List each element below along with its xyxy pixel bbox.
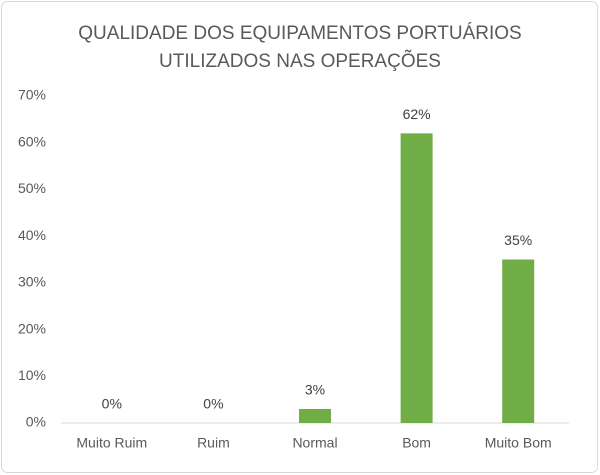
- data-label: 0%: [203, 396, 223, 412]
- x-tick-label: Muito Ruim: [76, 435, 147, 451]
- y-tick-label: 60%: [18, 133, 46, 149]
- x-tick-label: Bom: [402, 435, 431, 451]
- data-label: 3%: [305, 382, 325, 398]
- y-tick-label: 70%: [18, 87, 46, 103]
- y-tick-label: 50%: [18, 180, 46, 196]
- y-tick-label: 40%: [18, 227, 46, 243]
- chart-title: UTILIZADOS NAS OPERAÇÕES: [159, 50, 441, 72]
- x-tick-label: Muito Bom: [485, 435, 552, 451]
- x-tick-label: Normal: [292, 435, 337, 451]
- y-tick-label: 0%: [26, 414, 46, 430]
- data-label: 35%: [504, 232, 532, 248]
- y-tick-label: 20%: [18, 320, 46, 336]
- y-tick-label: 30%: [18, 274, 46, 290]
- bar: [400, 133, 433, 423]
- data-label: 62%: [403, 106, 431, 122]
- bar: [299, 408, 331, 423]
- data-label: 0%: [102, 396, 122, 412]
- chart-title: QUALIDADE DOS EQUIPAMENTOS PORTUÁRIOS: [78, 23, 521, 44]
- bar: [502, 259, 535, 423]
- y-tick-label: 10%: [18, 367, 46, 383]
- x-tick-label: Ruim: [197, 435, 230, 451]
